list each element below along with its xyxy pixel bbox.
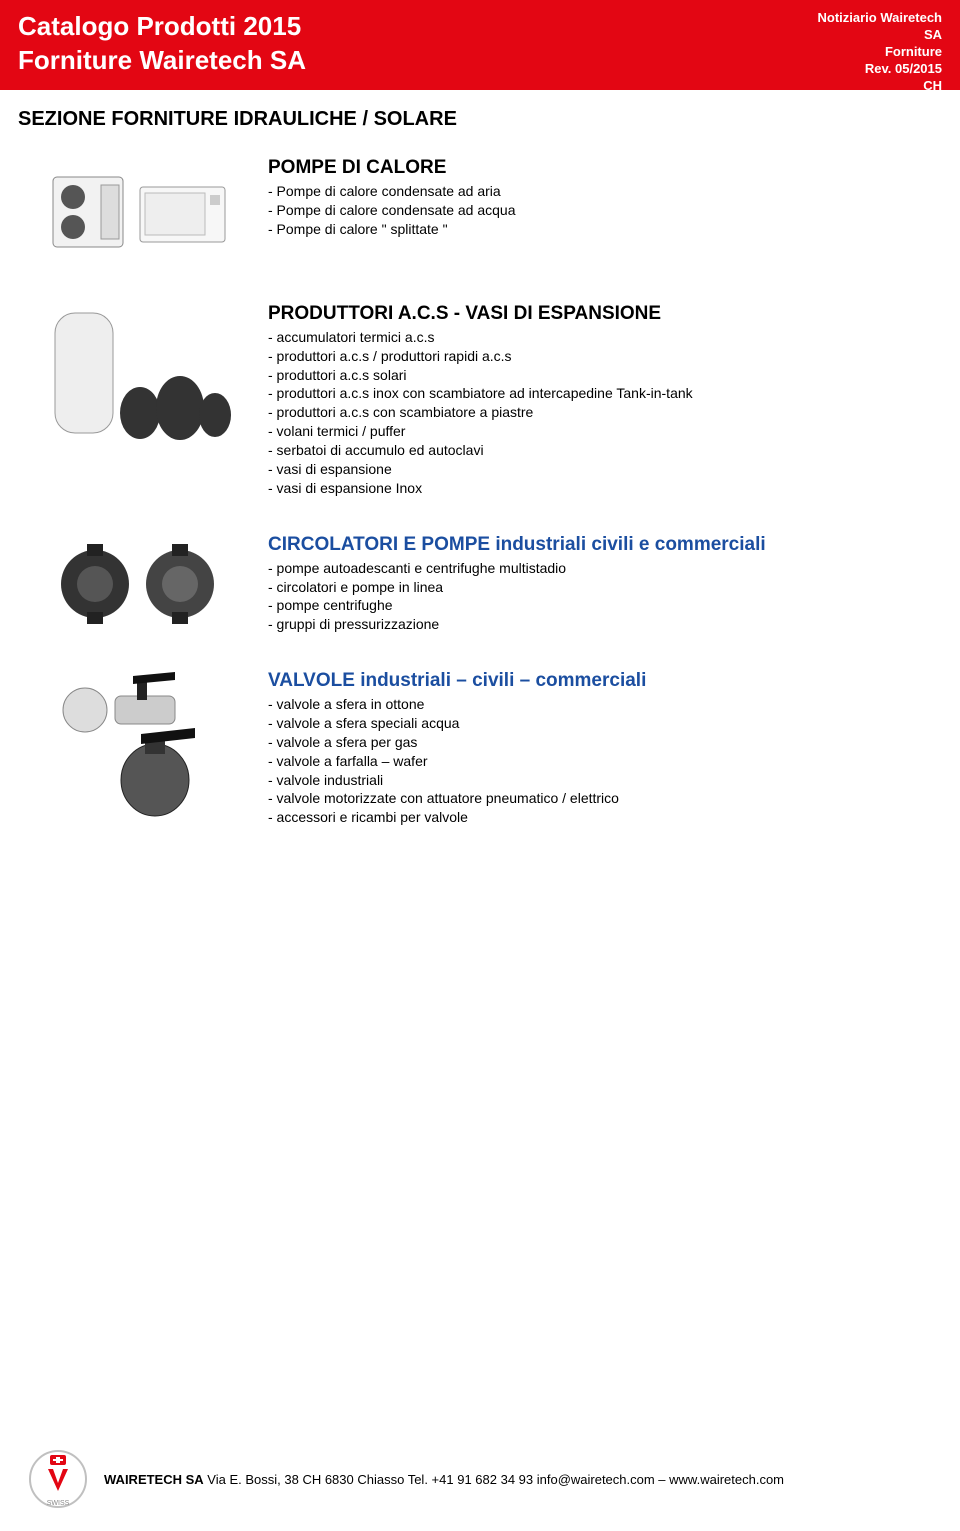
header-bar: Catalogo Prodotti 2015 Forniture Wairete… <box>0 0 960 90</box>
category-item: - produttori a.c.s solari <box>268 366 920 385</box>
category-item: - valvole industriali <box>268 771 920 790</box>
category-title: PRODUTTORI A.C.S - VASI DI ESPANSIONE <box>268 303 920 326</box>
category-item: - accessori e ricambi per valvole <box>268 808 920 827</box>
category-item: - produttori a.c.s con scambiatore a pia… <box>268 403 920 422</box>
category-item: - volani termici / puffer <box>268 422 920 441</box>
section-heading: SEZIONE FORNITURE IDRAULICHE / SOLARE <box>0 90 960 139</box>
product-image <box>40 303 240 443</box>
header-meta-line2: SA <box>818 27 942 44</box>
category-item: - Pompe di calore condensate ad acqua <box>268 201 920 220</box>
category-item: - produttori a.c.s / produttori rapidi a… <box>268 347 920 366</box>
svg-text:SWISS: SWISS <box>47 1500 70 1507</box>
product-image <box>40 670 240 820</box>
category-item: - serbatoi di accumulo ed autoclavi <box>268 441 920 460</box>
page-footer: SWISS WAIRETECH SA Via E. Bossi, 38 CH 6… <box>0 1449 960 1509</box>
product-row: CIRCOLATORI E POMPE industriali civili e… <box>0 516 960 652</box>
header-title-block: Catalogo Prodotti 2015 Forniture Wairete… <box>18 10 306 78</box>
header-meta-line5: CH <box>818 78 942 95</box>
category-item: - pompe autoadescanti e centrifughe mult… <box>268 559 920 578</box>
footer-logo: SWISS <box>28 1449 88 1509</box>
product-categories: POMPE DI CALORE - Pompe di calore condens… <box>0 139 960 845</box>
product-row: POMPE DI CALORE - Pompe di calore condens… <box>0 139 960 285</box>
category-item: - valvole a farfalla – wafer <box>268 752 920 771</box>
category-item: - vasi di espansione <box>268 460 920 479</box>
category-item: - produttori a.c.s inox con scambiatore … <box>268 384 920 403</box>
category-item: - accumulatori termici a.c.s <box>268 328 920 347</box>
product-image <box>40 534 240 634</box>
category-item: - Pompe di calore " splittate " <box>268 220 920 239</box>
header-meta-line4: Rev. 05/2015 <box>818 61 942 78</box>
product-text: PRODUTTORI A.C.S - VASI DI ESPANSIONE - a… <box>268 303 920 498</box>
category-item: - circolatori e pompe in linea <box>268 578 920 597</box>
product-image <box>40 157 240 267</box>
product-row: PRODUTTORI A.C.S - VASI DI ESPANSIONE - a… <box>0 285 960 516</box>
footer-company: WAIRETECH SA <box>104 1472 204 1487</box>
category-item: - valvole motorizzate con attuatore pneu… <box>268 789 920 808</box>
header-title-line1: Catalogo Prodotti 2015 <box>18 10 306 44</box>
product-row: VALVOLE industriali – civili – commercia… <box>0 652 960 845</box>
header-meta-line1: Notiziario Wairetech <box>818 10 942 27</box>
category-item: - pompe centrifughe <box>268 596 920 615</box>
category-title: CIRCOLATORI E POMPE industriali civili e… <box>268 534 920 557</box>
category-item: - valvole a sfera speciali acqua <box>268 714 920 733</box>
category-item: - vasi di espansione Inox <box>268 479 920 498</box>
category-item: - Pompe di calore condensate ad aria <box>268 182 920 201</box>
product-text: POMPE DI CALORE - Pompe di calore condens… <box>268 157 920 238</box>
category-item: - valvole a sfera per gas <box>268 733 920 752</box>
category-item: - gruppi di pressurizzazione <box>268 615 920 634</box>
header-meta-block: Notiziario Wairetech SA Forniture Rev. 0… <box>818 10 942 94</box>
category-title: POMPE DI CALORE <box>268 157 920 180</box>
product-text: VALVOLE industriali – civili – commercia… <box>268 670 920 827</box>
header-title-line2: Forniture Wairetech SA <box>18 44 306 78</box>
category-title: VALVOLE industriali – civili – commercia… <box>268 670 920 693</box>
footer-text: WAIRETECH SA Via E. Bossi, 38 CH 6830 Ch… <box>104 1472 784 1487</box>
header-meta-line3: Forniture <box>818 44 942 61</box>
footer-address: Via E. Bossi, 38 CH 6830 Chiasso Tel. +4… <box>207 1472 784 1487</box>
category-item: - valvole a sfera in ottone <box>268 695 920 714</box>
product-text: CIRCOLATORI E POMPE industriali civili e… <box>268 534 920 634</box>
